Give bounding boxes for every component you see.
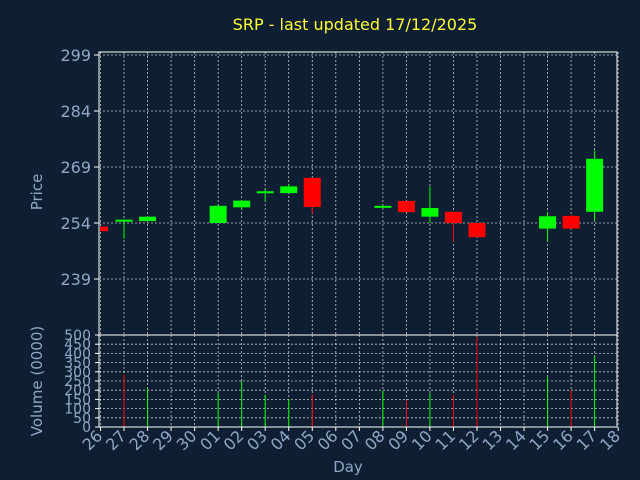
candle-body [397,200,415,213]
price-panel-frame [98,51,618,336]
volume-tick-label: 400 [64,346,91,362]
candle-body [374,205,392,208]
volume-tick-label: 350 [64,356,91,372]
candle-body [468,223,486,238]
axis-ticks: 2992842692542392627282930010203040506070… [60,46,624,454]
candle-body [256,191,274,194]
candle-body [421,208,439,217]
price-axis-label: Price [28,174,46,211]
candle-body [303,177,321,207]
day-axis-label: Day [333,458,363,476]
candle-body [586,158,604,212]
volume-tick-label: 500 [64,328,91,344]
volume-tick-label: 150 [64,392,91,408]
volume-tick-label: 50 [73,411,91,427]
volume-tick-label: 450 [64,337,91,353]
volume-bars [123,336,596,427]
price-grid [99,52,619,335]
volume-axis-label: Volume (0000) [28,326,46,436]
candle-body [100,226,108,232]
candle-body [444,211,462,223]
price-tick-label: 254 [60,214,91,233]
volume-tick-label: 200 [64,383,91,399]
candles [100,150,604,242]
candle-body [115,219,133,222]
volume-tick-label: 250 [64,374,91,390]
volume-tick-label: 0 [82,420,91,436]
candle-body [562,215,580,229]
chart-title: SRP - last updated 17/12/2025 [233,15,478,34]
candle-body [280,186,298,194]
price-tick-label: 299 [60,46,91,65]
candle-body [209,205,227,223]
volume-tick-label: 100 [64,402,91,418]
candle-body [539,216,557,229]
price-tick-label: 284 [60,102,91,121]
volume-grid [99,334,619,428]
price-tick-label: 239 [60,270,91,289]
volume-tick-label: 300 [64,365,91,381]
day-tick-label: 18 [596,426,624,454]
volume-panel-frame [98,334,618,428]
candle-body [139,216,157,222]
price-tick-label: 269 [60,158,91,177]
candle-body [233,200,251,208]
